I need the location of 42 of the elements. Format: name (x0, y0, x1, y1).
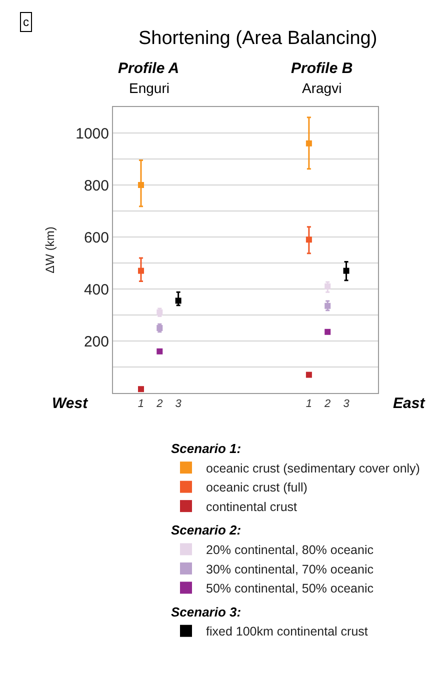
point (138, 268, 144, 274)
x-tick-label: 3 (343, 398, 350, 410)
text: c (23, 15, 29, 29)
point (343, 268, 350, 274)
point (324, 302, 331, 309)
legend-label: 30% continental, 70% oceanic (206, 562, 374, 576)
text: Enguri (129, 80, 170, 96)
point (324, 328, 331, 335)
y-tick-label: 1000 (76, 125, 109, 142)
legend-label: 50% continental, 50% oceanic (206, 582, 374, 596)
legend-label: oceanic crust (sedimentary cover only) (206, 461, 420, 476)
x-tick-label: 1 (138, 398, 144, 410)
text: Scenario 1: (171, 441, 242, 456)
x-tick-label: 2 (324, 398, 331, 410)
point (175, 298, 182, 304)
text: Scenario 2: (171, 522, 242, 538)
y-tick-label: 400 (84, 281, 109, 298)
text: Profile B (291, 60, 353, 77)
x-tick-label: 2 (156, 398, 163, 410)
text: Aragvi (302, 80, 342, 96)
chart-title: Shortening (Area Balancing) (138, 28, 378, 50)
point (306, 140, 312, 146)
y-axis-title: ΔW (km) (42, 226, 57, 274)
legend-label: fixed 100km continental crust (206, 624, 368, 639)
point (306, 372, 312, 378)
legend-label: oceanic crust (full) (206, 480, 308, 495)
point (156, 348, 163, 354)
point (324, 283, 331, 290)
y-tick-label: 800 (84, 177, 109, 194)
text: West (52, 395, 89, 412)
legend-label: 20% continental, 80% oceanic (206, 543, 374, 558)
point (306, 236, 312, 243)
text: Scenario 3: (171, 604, 242, 620)
y-tick-label: 600 (84, 229, 109, 246)
x-tick-label: 3 (175, 398, 182, 410)
x-tick-label: 1 (306, 398, 312, 410)
text: East (393, 395, 426, 412)
point (138, 386, 144, 392)
text: Profile A (118, 60, 180, 77)
point (138, 182, 144, 188)
legend-label: continental crust (206, 500, 298, 514)
y-tick-label: 200 (84, 333, 109, 350)
